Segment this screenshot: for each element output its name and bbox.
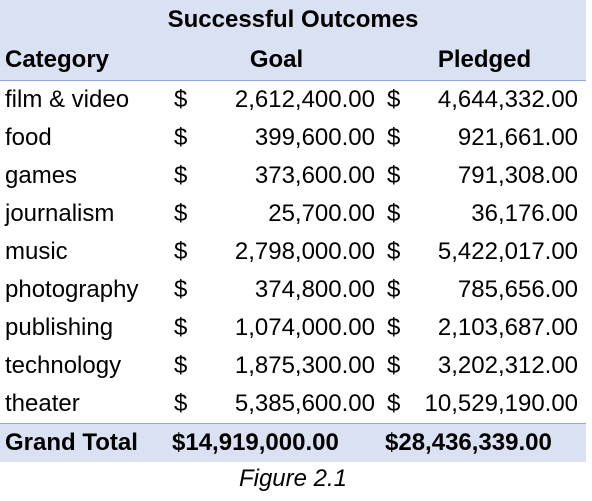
goal-cell[interactable]: $1,875,300.00: [170, 347, 383, 385]
pledged-cell[interactable]: $10,529,190.00: [383, 385, 586, 424]
currency-symbol: $: [387, 314, 401, 341]
goal-cell[interactable]: $1,074,000.00: [170, 309, 383, 347]
category-cell[interactable]: film & video: [5, 86, 130, 113]
successful-outcomes-table: Successful Outcomes Category Goal Pledge…: [0, 0, 587, 462]
goal-cell[interactable]: $373,600.00: [170, 157, 383, 195]
pledged-cell[interactable]: $36,176.00: [383, 195, 586, 233]
goal-cell[interactable]: $2,612,400.00: [170, 81, 383, 120]
currency-symbol: $: [387, 390, 401, 417]
category-cell[interactable]: journalism: [5, 200, 115, 227]
grand-total-goal: 14,919,000.00: [185, 429, 339, 456]
category-cell[interactable]: food: [5, 124, 52, 151]
goal-value: 373,600.00: [254, 162, 375, 189]
currency-symbol: $: [174, 314, 188, 341]
category-cell[interactable]: music: [5, 238, 68, 265]
goal-value: 2,612,400.00: [234, 86, 375, 113]
table-title-row: Successful Outcomes: [0, 0, 587, 40]
pledged-cell[interactable]: $921,661.00: [383, 119, 586, 157]
pledged-value: 5,422,017.00: [437, 238, 579, 265]
currency-symbol: $: [387, 200, 401, 227]
currency-symbol: $: [174, 238, 188, 265]
currency-symbol: $: [174, 162, 188, 189]
table-row[interactable]: music $2,798,000.00 $5,422,017.00: [0, 233, 586, 271]
goal-cell[interactable]: $374,800.00: [170, 271, 383, 309]
pledged-cell[interactable]: $4,644,332.00: [383, 81, 586, 120]
header-goal[interactable]: Goal: [170, 40, 383, 81]
pivot-table-container: Successful Outcomes Category Goal Pledge…: [0, 0, 587, 462]
grand-total-pledged: 28,436,339.00: [398, 429, 552, 456]
currency-symbol: $: [174, 276, 188, 303]
category-cell[interactable]: theater: [5, 390, 80, 417]
goal-value: 1,875,300.00: [234, 352, 375, 379]
pledged-value: 3,202,312.00: [437, 352, 579, 379]
table-row[interactable]: technology $1,875,300.00 $3,202,312.00: [0, 347, 586, 385]
goal-cell[interactable]: $25,700.00: [170, 195, 383, 233]
goal-value: 2,798,000.00: [234, 238, 375, 265]
currency-symbol: $: [174, 390, 188, 417]
header-pledged[interactable]: Pledged: [383, 40, 587, 81]
pledged-value: 2,103,687.00: [437, 314, 579, 341]
header-category[interactable]: Category: [0, 40, 170, 81]
category-cell[interactable]: technology: [5, 352, 122, 379]
currency-symbol: $: [387, 238, 401, 265]
currency-symbol: $: [174, 124, 188, 151]
goal-value: 25,700.00: [268, 200, 375, 227]
goal-value: 1,074,000.00: [234, 314, 375, 341]
currency-symbol: $: [174, 86, 188, 113]
table-row[interactable]: journalism $25,700.00 $36,176.00: [0, 195, 586, 233]
goal-value: 5,385,600.00: [234, 390, 375, 417]
goal-cell[interactable]: $5,385,600.00: [170, 385, 383, 424]
grand-total-row[interactable]: Grand Total $ 14,919,000.00 $ 28,436,339…: [0, 423, 587, 462]
currency-symbol: $: [387, 276, 401, 303]
currency-symbol: $: [387, 86, 401, 113]
pledged-value: 791,308.00: [457, 162, 579, 189]
table-title: Successful Outcomes: [0, 0, 587, 40]
table-row[interactable]: film & video $2,612,400.00 $4,644,332.00: [0, 81, 586, 120]
currency-symbol: $: [174, 200, 188, 227]
grand-total-pledged-cell[interactable]: $ 28,436,339.00: [383, 423, 587, 462]
pledged-cell[interactable]: $5,422,017.00: [383, 233, 586, 271]
pledged-cell[interactable]: $2,103,687.00: [383, 309, 586, 347]
currency-symbol: $: [387, 162, 401, 189]
pledged-cell[interactable]: $791,308.00: [383, 157, 586, 195]
grand-total-goal-cell[interactable]: $ 14,919,000.00: [170, 423, 383, 462]
goal-value: 399,600.00: [254, 124, 375, 151]
pledged-cell[interactable]: $785,656.00: [383, 271, 586, 309]
currency-symbol: $: [387, 124, 401, 151]
currency-symbol: $: [172, 429, 186, 456]
pledged-value: 785,656.00: [457, 276, 579, 303]
pledged-value: 4,644,332.00: [437, 86, 579, 113]
currency-symbol: $: [387, 352, 401, 379]
goal-value: 374,800.00: [254, 276, 375, 303]
pledged-value: 36,176.00: [471, 200, 579, 227]
category-cell[interactable]: photography: [5, 276, 139, 303]
category-cell[interactable]: publishing: [5, 314, 114, 341]
pledged-value: 921,661.00: [457, 124, 579, 151]
currency-symbol: $: [174, 352, 188, 379]
table-row[interactable]: theater $5,385,600.00 $10,529,190.00: [0, 385, 586, 424]
category-cell[interactable]: games: [5, 162, 78, 189]
currency-symbol: $: [385, 429, 399, 456]
pledged-cell[interactable]: $3,202,312.00: [383, 347, 586, 385]
figure-caption: Figure 2.1: [238, 465, 348, 492]
table-row[interactable]: games $373,600.00 $791,308.00: [0, 157, 586, 195]
pledged-value: 10,529,190.00: [424, 390, 579, 417]
table-header-row: Category Goal Pledged: [0, 40, 587, 81]
table-row[interactable]: publishing $1,074,000.00 $2,103,687.00: [0, 309, 586, 347]
table-row[interactable]: photography $374,800.00 $785,656.00: [0, 271, 586, 309]
grand-total-label: Grand Total: [0, 423, 170, 462]
table-row[interactable]: food $399,600.00 $921,661.00: [0, 119, 586, 157]
goal-cell[interactable]: $2,798,000.00: [170, 233, 383, 271]
goal-cell[interactable]: $399,600.00: [170, 119, 383, 157]
